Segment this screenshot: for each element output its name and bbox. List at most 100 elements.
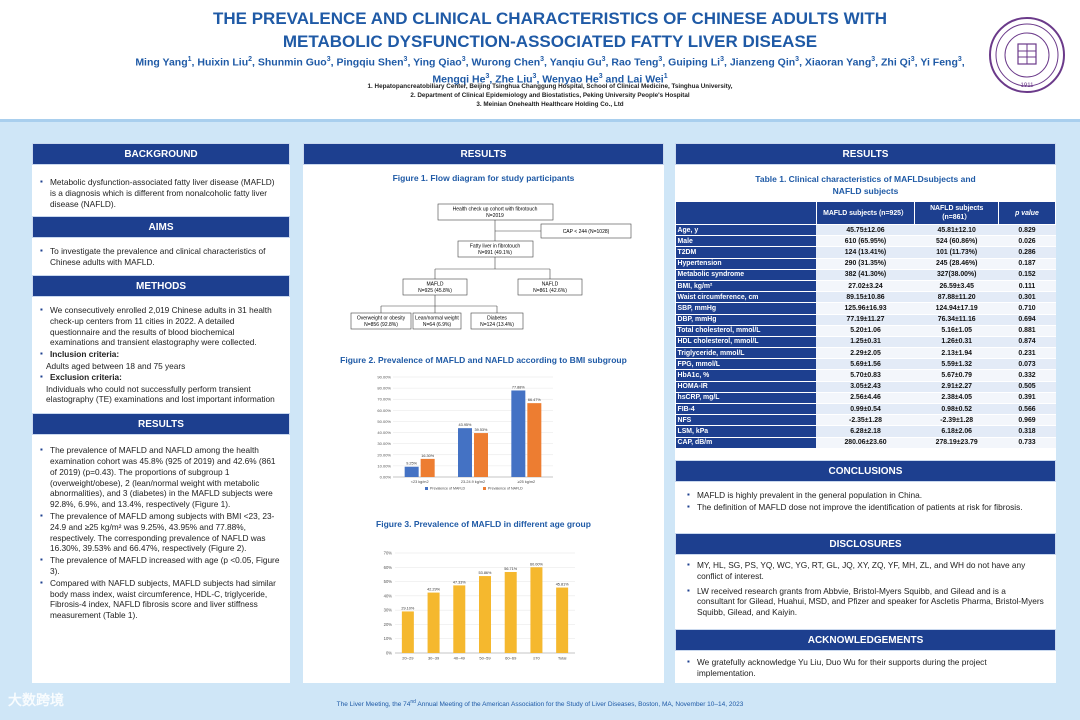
x-tick-label: 40~49: [454, 656, 466, 661]
table-cell: 280.06±23.60: [816, 437, 915, 449]
table-row: NFS -2.35±1.28 -2.39±1.28 0.969: [675, 414, 1056, 427]
table-row-label: Total cholesterol, mmol/L: [675, 325, 817, 337]
table-cell: 1.26±0.31: [914, 336, 999, 349]
table-cell: 125.96±16.93: [816, 302, 915, 315]
table-cell: 27.02±3.24: [816, 280, 915, 293]
y-tick-label: 80.00%: [377, 386, 391, 391]
flow-sub3-label: Diabetes: [487, 316, 507, 322]
author-name: Rao Teng: [611, 56, 659, 69]
data-label: 53.86%: [479, 571, 493, 575]
table-cell: 2.91±2.27: [914, 381, 999, 393]
flow-mafld-n: N=925 (45.8%): [418, 288, 452, 294]
y-tick-label: 0.00%: [380, 475, 392, 480]
table-cell: 0.318: [998, 425, 1056, 438]
methods-text: We consecutively enrolled 2,019 Chinese …: [40, 305, 282, 348]
x-tick-label: 23-24.9 kg/m2: [461, 480, 485, 484]
characteristics-table: MAFLD subjects (n=925） NAFLD subjects (n…: [675, 201, 1057, 449]
y-tick-label: 0%: [386, 651, 392, 656]
x-tick-label: 30~39: [428, 656, 440, 661]
bar-age-group: [556, 587, 569, 653]
results-heading-middle: RESULTS: [303, 143, 664, 165]
author-name: Guiping Li: [668, 56, 721, 69]
x-tick-label: Total: [558, 656, 567, 661]
table-row-label: Waist circumference, cm: [675, 291, 817, 304]
table-row-label: Male: [675, 235, 817, 248]
table-row-label: HOMA-IR: [675, 381, 817, 393]
conclusion-item: The definition of MAFLD dose not improve…: [687, 502, 1044, 513]
data-label: 39.53%: [475, 428, 489, 432]
flow-fatty-label: Fatty liver in fibrotouch: [470, 244, 521, 250]
flow-nafld-label: NAFLD: [542, 282, 559, 288]
table-cell: 0.332: [998, 369, 1056, 382]
flow-box-nafld: [517, 278, 583, 296]
poster-header: THE PREVALENCE AND CLINICAL CHARACTERIST…: [0, 0, 1080, 122]
methods-heading: METHODS: [32, 274, 290, 297]
table-cell: 101 (11.73%): [914, 246, 999, 259]
bar-mafld: [458, 428, 472, 477]
aims-heading: AIMS: [32, 216, 290, 239]
conclusions-section: MAFLD is highly prevalent in the general…: [675, 490, 1056, 514]
x-tick-label: <23 kg/m2: [411, 480, 429, 484]
table-row: HOMA-IR 3.05±2.43 2.91±2.27 0.505: [675, 381, 1056, 393]
legend-swatch: [425, 487, 428, 490]
table-row-label: T2DM: [675, 246, 817, 259]
table-header-row: MAFLD subjects (n=925） NAFLD subjects (n…: [675, 201, 1057, 225]
bar-age-group: [453, 585, 466, 653]
y-tick-label: 50%: [384, 579, 393, 584]
left-column: BACKGROUND Metabolic dysfunction-associa…: [32, 143, 290, 683]
aims-text: To investigate the prevalence and clinic…: [40, 246, 282, 268]
exclusion-text: Individuals who could not successfully p…: [46, 383, 275, 405]
table-cell: 77.19±11.27: [816, 314, 915, 326]
background-text: Metabolic dysfunction-associated fatty l…: [40, 177, 282, 209]
flow-mafld-label: MAFLD: [427, 282, 444, 288]
table-row-label: SBP, mmHg: [675, 302, 817, 315]
methods-section: We consecutively enrolled 2,019 Chinese …: [32, 297, 290, 409]
author-name: Yi Feng: [920, 56, 958, 69]
table-row: BMI, kg/m² 27.02±3.24 26.59±3.45 0.111: [675, 280, 1056, 293]
data-label: 16.30%: [421, 454, 435, 458]
table-row-label: LSM, kPa: [675, 425, 817, 438]
x-tick-label: 20~29: [402, 656, 414, 661]
table-row-label: hsCRP, mg/L: [675, 392, 817, 405]
inclusion-text: Adults aged between 18 and 75 years: [46, 360, 186, 371]
legend-label: Prevalence of MAFLD: [430, 487, 466, 491]
table-cell: 0.733: [998, 437, 1056, 449]
table-cell: 0.231: [998, 347, 1056, 360]
table-row: hsCRP, mg/L 2.56±4.46 2.38±4.05 0.391: [675, 392, 1056, 405]
y-tick-label: 40.00%: [377, 430, 391, 435]
table-cell: 76.34±11.16: [914, 314, 999, 326]
table-cell: 0.505: [998, 381, 1056, 393]
table-row: Male 610 (65.95%) 524 (60.86%) 0.026: [675, 235, 1056, 248]
bar-age-group: [401, 611, 414, 653]
flow-sub2-n: N=64 (6.9%): [423, 322, 452, 328]
author-name: Jianzeng Qin: [729, 56, 796, 69]
watermark: 大数跨境: [8, 692, 64, 708]
flow-box-sub3: [470, 312, 524, 330]
figure-1-title: Figure 1. Flow diagram for study partici…: [392, 173, 575, 183]
table-body: Age, y 45.75±12.06 45.81±12.10 0.829 Male 610…: [675, 224, 1056, 449]
table-row-label: DBP, mmHg: [675, 314, 817, 326]
table-cell: 5.59±1.32: [914, 358, 999, 371]
author-name: Yanqiu Gu: [549, 56, 602, 69]
data-label: 9.25%: [406, 462, 417, 466]
flow-cohort-label: Health check up cohort with fibrotouch: [453, 207, 538, 213]
table-row: FPG, mmol/L 5.69±1.56 5.59±1.32 0.073: [675, 358, 1056, 371]
table-header-mafld: MAFLD subjects (n=925）: [815, 201, 916, 225]
table-row-label: CAP, dB/m: [675, 437, 817, 449]
figure-2-title: Figure 2. Prevalence of MAFLD and NAFLD …: [340, 355, 627, 365]
affiliation-3: 3. Meinian Onehealth Healthcare Holding …: [476, 101, 624, 108]
author-name: Zhi Qi: [881, 56, 911, 69]
author-line-1: Ming Yang1, Huixin Liu2, Shunmin Guo3, P…: [135, 56, 965, 69]
author-name: Lai Wei: [627, 73, 664, 85]
bar-nafld: [474, 433, 488, 477]
table-cell: 0.073: [998, 358, 1056, 371]
table-row: FIB-4 0.99±0.54 0.98±0.52 0.566: [675, 403, 1056, 416]
table-cell: -2.35±1.28: [816, 414, 915, 427]
table-row-label: BMI, kg/m²: [675, 280, 817, 293]
bar-age-group: [530, 567, 543, 653]
data-label: 43.95%: [459, 423, 473, 427]
table-cell: 5.70±0.83: [816, 369, 915, 382]
author-list: Ming Yang1, Huixin Liu2, Shunmin Guo3, P…: [120, 53, 980, 86]
data-label: 66.47%: [528, 398, 542, 402]
table-row-label: Age, y: [675, 224, 817, 237]
